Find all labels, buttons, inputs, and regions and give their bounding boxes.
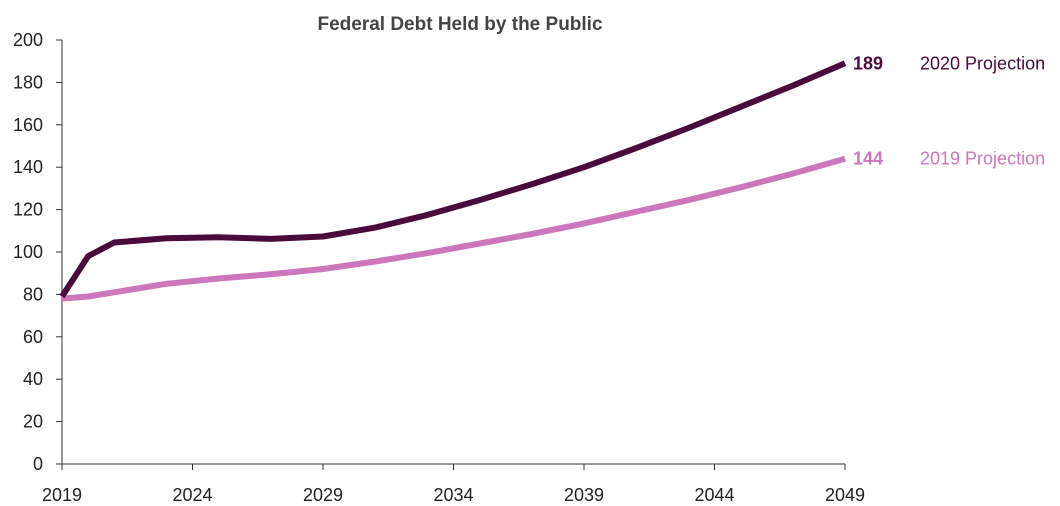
y-tick-label: 120 — [13, 200, 43, 220]
y-tick-label: 40 — [23, 369, 43, 389]
x-tick-label: 2044 — [694, 485, 734, 505]
end-value-2019-projection: 144 — [853, 149, 883, 169]
x-tick-label: 2049 — [825, 485, 865, 505]
y-axis: 0 20 40 60 80 100 120 140 160 180 200 — [13, 30, 63, 474]
x-tick-label: 2024 — [172, 485, 212, 505]
end-value-2020-projection: 189 — [853, 53, 883, 73]
y-tick-label: 200 — [13, 30, 43, 50]
series-line-2020-projection — [59, 60, 847, 299]
series-name-2020-projection: 2020 Projection — [920, 53, 1045, 73]
x-tick-label: 2029 — [303, 485, 343, 505]
y-tick-label: 160 — [13, 115, 43, 135]
y-tick-label: 80 — [23, 284, 43, 304]
x-tick-label: 2019 — [42, 485, 82, 505]
x-tick-label: 2034 — [433, 485, 473, 505]
end-labels: 189 2020 Projection 144 2019 Projection — [853, 53, 1045, 168]
y-tick-label: 60 — [23, 327, 43, 347]
y-tick-label: 100 — [13, 242, 43, 262]
y-tick-label: 140 — [13, 157, 43, 177]
series-name-2019-projection: 2019 Projection — [920, 149, 1045, 169]
y-tick-label: 180 — [13, 72, 43, 92]
x-tick-label: 2039 — [564, 485, 604, 505]
x-axis: 2019 2024 2029 2034 2039 2044 2049 — [42, 463, 865, 505]
y-tick-label: 0 — [33, 454, 43, 474]
y-tick-label: 20 — [23, 412, 43, 432]
series-line-2019-projection — [61, 155, 846, 302]
series-layer — [59, 60, 847, 302]
chart-title: Federal Debt Held by the Public — [317, 14, 602, 35]
